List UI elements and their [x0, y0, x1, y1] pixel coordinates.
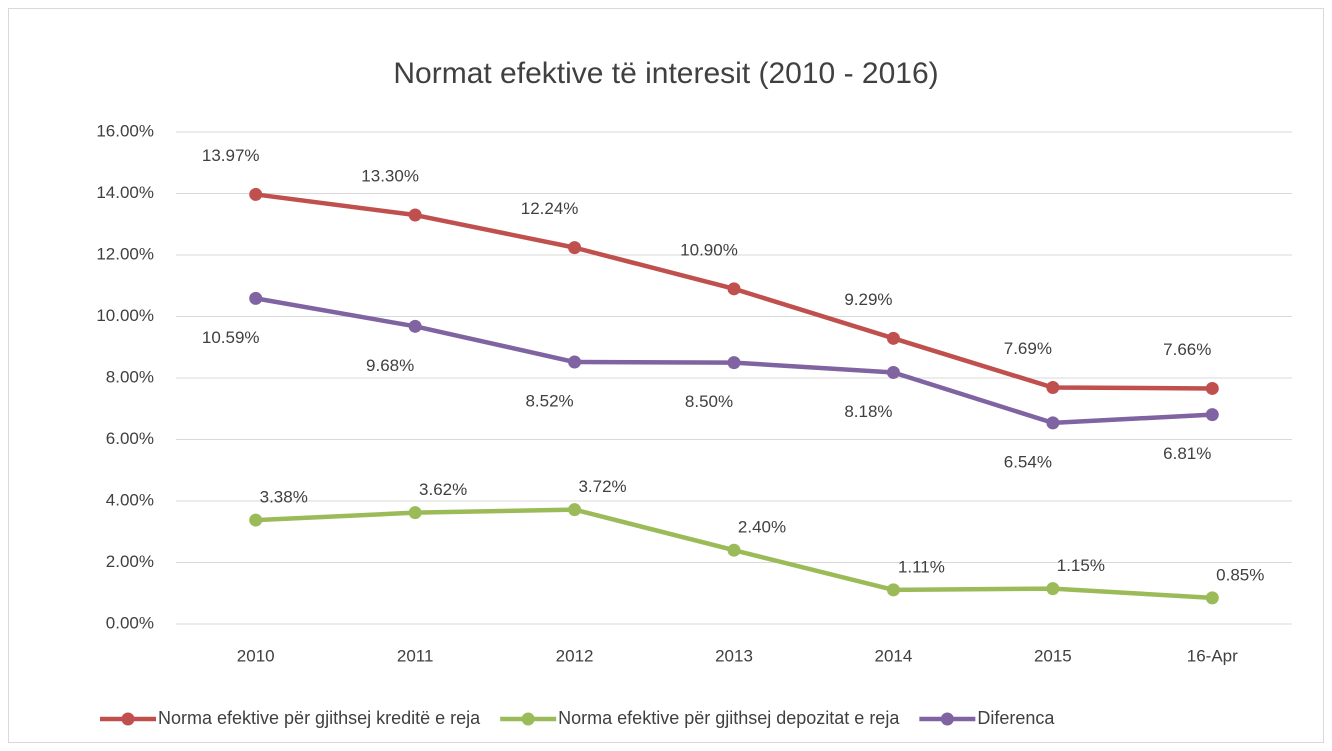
- marker: [408, 319, 422, 333]
- marker: [249, 513, 263, 527]
- data-label: 3.72%: [578, 477, 626, 496]
- data-label: 8.50%: [685, 392, 733, 411]
- marker: [1046, 582, 1060, 596]
- y-tick-label: 16.00%: [96, 121, 154, 140]
- marker: [408, 506, 422, 520]
- x-tick-label: 2014: [875, 646, 913, 665]
- marker: [1046, 381, 1060, 395]
- data-label: 10.90%: [680, 240, 738, 259]
- marker: [886, 331, 900, 345]
- y-tick-label: 0.00%: [106, 613, 154, 632]
- legend-marker: [521, 712, 535, 726]
- y-tick-label: 8.00%: [106, 367, 154, 386]
- marker: [249, 187, 263, 201]
- chart-title: Normat efektive të interesit (2010 - 201…: [393, 57, 938, 90]
- data-label: 1.15%: [1057, 556, 1105, 575]
- marker: [886, 365, 900, 379]
- marker: [568, 241, 582, 255]
- data-label: 13.97%: [202, 146, 260, 165]
- legend-marker: [940, 712, 954, 726]
- y-tick-label: 2.00%: [106, 552, 154, 571]
- y-tick-label: 4.00%: [106, 490, 154, 509]
- legend-label: Norma efektive për gjithsej kreditë e re…: [158, 708, 481, 728]
- chart-border: [8, 8, 1324, 743]
- data-label: 1.11%: [898, 557, 945, 576]
- data-label: 6.54%: [1004, 452, 1052, 471]
- marker: [1205, 381, 1219, 395]
- data-label: 9.29%: [844, 290, 892, 309]
- data-label: 8.18%: [844, 402, 892, 421]
- marker: [1046, 416, 1060, 430]
- data-label: 2.40%: [738, 518, 786, 537]
- marker: [408, 208, 422, 222]
- data-label: 10.59%: [202, 328, 260, 347]
- x-tick-label: 2012: [556, 646, 594, 665]
- data-label: 7.69%: [1004, 339, 1052, 358]
- x-tick-label: 2011: [397, 646, 434, 665]
- marker: [886, 583, 900, 597]
- data-label: 0.85%: [1216, 565, 1264, 584]
- marker: [727, 356, 741, 370]
- data-label: 8.52%: [525, 391, 573, 410]
- y-tick-label: 6.00%: [106, 429, 154, 448]
- x-tick-label: 16-Apr: [1187, 646, 1238, 665]
- legend-label: Norma efektive për gjithsej depozitat e …: [558, 708, 900, 728]
- y-tick-label: 10.00%: [96, 306, 154, 325]
- legend-marker: [121, 712, 135, 726]
- data-label: 7.66%: [1163, 340, 1211, 359]
- x-tick-label: 2010: [237, 646, 275, 665]
- marker: [568, 503, 582, 517]
- marker: [1205, 591, 1219, 605]
- y-tick-label: 12.00%: [96, 244, 154, 263]
- marker: [249, 291, 263, 305]
- data-label: 6.81%: [1163, 444, 1211, 463]
- x-tick-label: 2013: [715, 646, 753, 665]
- marker: [727, 543, 741, 557]
- marker: [568, 355, 582, 369]
- data-label: 9.68%: [366, 356, 414, 375]
- data-label: 3.62%: [419, 480, 467, 499]
- marker: [1205, 408, 1219, 422]
- data-label: 12.24%: [521, 199, 579, 218]
- marker: [727, 282, 741, 296]
- x-tick-label: 2015: [1034, 646, 1072, 665]
- data-label: 13.30%: [361, 167, 419, 186]
- legend-label: Diferenca: [977, 708, 1055, 728]
- data-label: 3.38%: [260, 488, 308, 507]
- y-tick-label: 14.00%: [96, 183, 154, 202]
